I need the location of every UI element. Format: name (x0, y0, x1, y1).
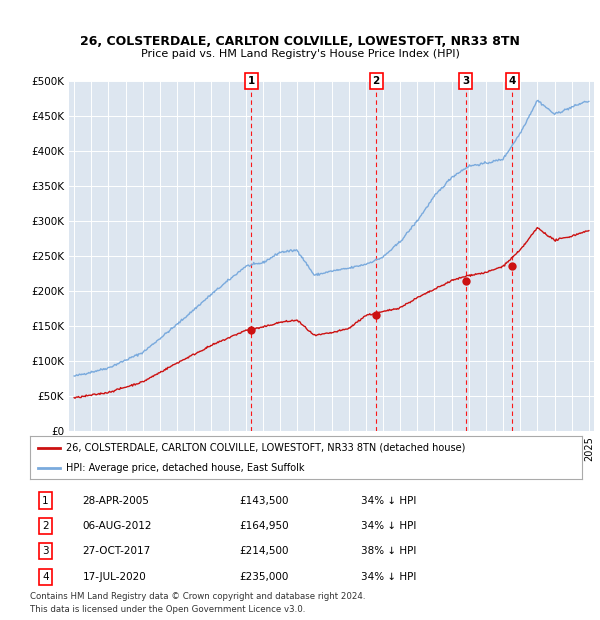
Text: 06-AUG-2012: 06-AUG-2012 (82, 521, 152, 531)
Text: 17-JUL-2020: 17-JUL-2020 (82, 572, 146, 582)
Text: £214,500: £214,500 (240, 546, 289, 556)
Text: 1: 1 (248, 76, 255, 86)
Text: 2: 2 (373, 76, 380, 86)
Text: 26, COLSTERDALE, CARLTON COLVILLE, LOWESTOFT, NR33 8TN (detached house): 26, COLSTERDALE, CARLTON COLVILLE, LOWES… (66, 443, 465, 453)
Text: 1: 1 (42, 495, 49, 505)
Text: 28-APR-2005: 28-APR-2005 (82, 495, 149, 505)
Text: This data is licensed under the Open Government Licence v3.0.: This data is licensed under the Open Gov… (30, 604, 305, 614)
Text: Price paid vs. HM Land Registry's House Price Index (HPI): Price paid vs. HM Land Registry's House … (140, 49, 460, 59)
Text: 3: 3 (42, 546, 49, 556)
Text: 27-OCT-2017: 27-OCT-2017 (82, 546, 151, 556)
Text: £143,500: £143,500 (240, 495, 289, 505)
Text: 3: 3 (462, 76, 469, 86)
Text: 34% ↓ HPI: 34% ↓ HPI (361, 495, 416, 505)
Text: £164,950: £164,950 (240, 521, 289, 531)
Text: Contains HM Land Registry data © Crown copyright and database right 2024.: Contains HM Land Registry data © Crown c… (30, 592, 365, 601)
Text: 4: 4 (42, 572, 49, 582)
Text: 4: 4 (509, 76, 516, 86)
Text: 26, COLSTERDALE, CARLTON COLVILLE, LOWESTOFT, NR33 8TN: 26, COLSTERDALE, CARLTON COLVILLE, LOWES… (80, 35, 520, 48)
Text: 2: 2 (42, 521, 49, 531)
Text: 38% ↓ HPI: 38% ↓ HPI (361, 546, 416, 556)
Text: 34% ↓ HPI: 34% ↓ HPI (361, 572, 416, 582)
Text: 34% ↓ HPI: 34% ↓ HPI (361, 521, 416, 531)
Text: £235,000: £235,000 (240, 572, 289, 582)
Text: HPI: Average price, detached house, East Suffolk: HPI: Average price, detached house, East… (66, 463, 304, 473)
